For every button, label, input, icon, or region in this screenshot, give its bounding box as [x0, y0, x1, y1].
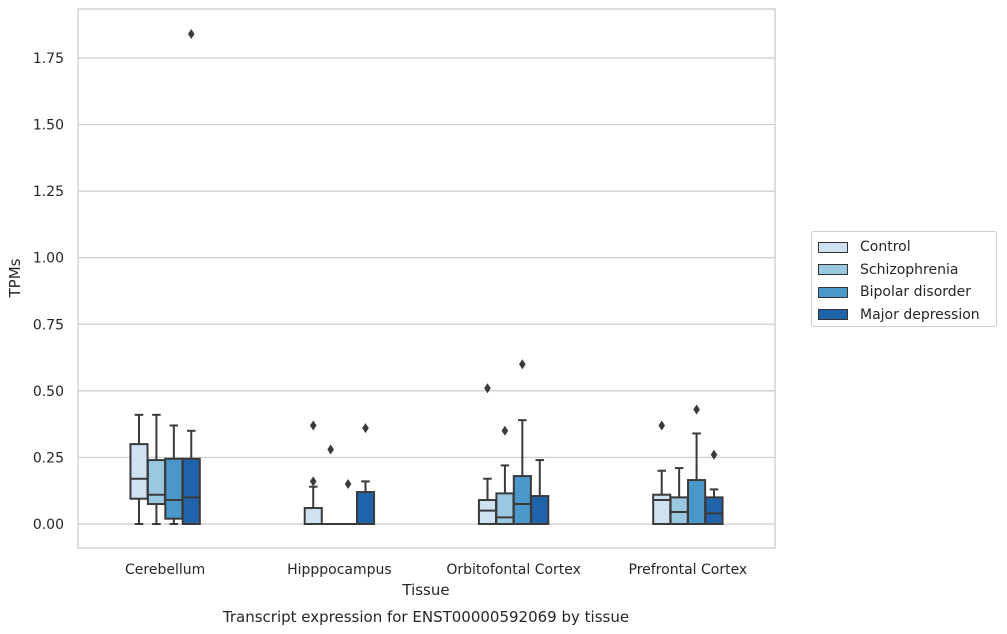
y-tick-label: 0.50: [33, 384, 64, 400]
legend-item: Bipolar disorder: [818, 281, 996, 304]
outlier-point: [309, 476, 317, 487]
outlier-point: [362, 423, 369, 434]
box-major-depression: [704, 449, 724, 525]
legend-swatch: [818, 241, 848, 253]
box-body: [495, 492, 515, 525]
x-axis-label: Tissue: [401, 581, 449, 599]
box-body: [303, 507, 323, 525]
box-body: [129, 443, 149, 500]
x-tick-labels: Cerebellum Hipppocampus Orbitofontal Corte…: [125, 562, 747, 578]
box-body: [181, 457, 201, 526]
outlier-point: [658, 420, 666, 431]
y-tick-label: 1.25: [33, 184, 64, 200]
box-bipolar-disorder: [338, 479, 358, 526]
legend-item: Schizophrenia: [818, 259, 996, 282]
box-body: [512, 475, 532, 525]
box-schizophrenia: [669, 467, 689, 525]
outlier-point: [309, 420, 317, 431]
legend-swatch: [818, 286, 848, 298]
y-tick-label: 0.75: [33, 317, 64, 333]
outlier-point: [187, 29, 195, 40]
y-tick-label: 1.75: [33, 51, 64, 67]
box-schizophrenia: [321, 444, 341, 526]
x-tick-label: Prefrontal Cortex: [629, 562, 748, 578]
y-axis-label: TPMs: [6, 258, 24, 298]
legend-item: Control: [818, 236, 996, 259]
y-tick-label: 0.25: [33, 450, 64, 466]
outlier-point: [484, 383, 491, 394]
box-control: [129, 413, 149, 525]
y-tick-label: 1.00: [33, 251, 64, 267]
x-tick-label: Hipppocampus: [287, 562, 392, 578]
legend-swatch: [818, 309, 848, 321]
boxes: [129, 29, 724, 526]
outlier-point: [519, 359, 526, 370]
box-body: [164, 457, 184, 520]
box-schizophrenia: [146, 413, 166, 525]
legend-label: Bipolar disorder: [860, 284, 972, 301]
box-body: [146, 459, 166, 506]
outlier-point: [327, 444, 334, 455]
box-schizophrenia: [495, 425, 515, 525]
box-body: [530, 495, 550, 526]
gridlines: [78, 57, 775, 525]
box-bipolar-disorder: [512, 359, 532, 525]
y-tick-label: 1.50: [33, 118, 64, 134]
box-control: [303, 420, 323, 525]
legend-label: Major depression: [860, 306, 980, 323]
legend-label: Schizophrenia: [860, 261, 959, 278]
box-body: [355, 491, 376, 526]
y-tick-labels: 0.00 0.25 0.50 0.75 1.00 1.25 1.50 1.75: [33, 51, 64, 533]
box-major-depression: [181, 29, 201, 526]
outlier-point: [693, 404, 700, 415]
legend: Control Schizophrenia Bipolar disorder Majo…: [811, 231, 997, 327]
legend-swatch: [818, 264, 848, 276]
chart-caption: Transcript expression for ENST0000059206…: [222, 608, 629, 626]
box-body: [687, 479, 707, 526]
x-tick-label: Orbitofontal Cortex: [446, 562, 581, 578]
x-tick-label: Cerebellum: [125, 562, 205, 578]
y-tick-label: 0.00: [33, 517, 64, 533]
box-bipolar-disorder: [687, 404, 707, 526]
plot-area-frame: [77, 8, 776, 549]
outlier-point: [501, 425, 509, 436]
box-major-depression: [355, 423, 376, 526]
box-major-depression: [530, 459, 550, 526]
box-body: [704, 496, 724, 525]
box-body: [477, 499, 498, 525]
box-body: [669, 496, 689, 525]
outlier-point: [344, 479, 352, 490]
legend-item: Major depression: [818, 304, 996, 327]
box-bipolar-disorder: [164, 424, 184, 525]
box-control: [477, 383, 498, 525]
legend-label: Control: [860, 239, 911, 256]
box-control: [652, 420, 672, 525]
outlier-point: [710, 449, 718, 460]
